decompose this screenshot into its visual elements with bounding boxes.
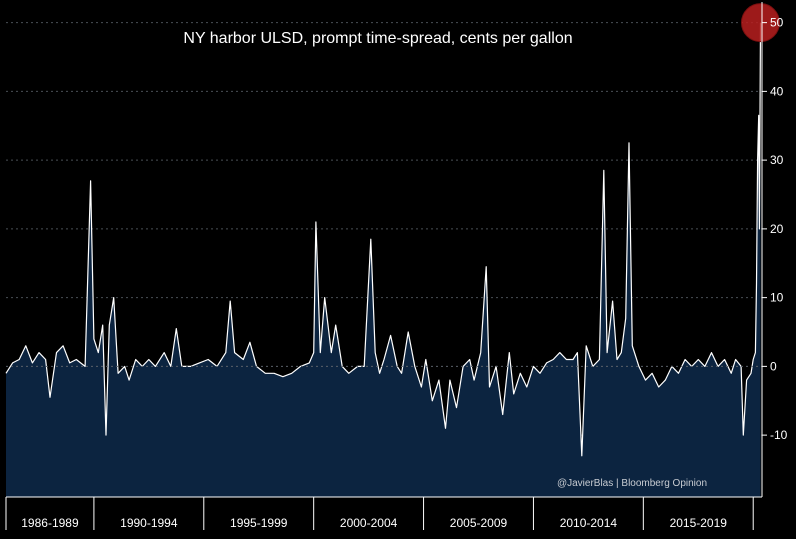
y-tick-label: 30	[770, 153, 784, 167]
x-axis: 1986-1989 1990-1994 1995-1999 2000-2004 2005…	[5, 496, 762, 530]
highlight-marker	[740, 3, 780, 43]
y-tick-label: 40	[770, 84, 784, 98]
x-tick-label: 1995-1999	[230, 516, 288, 530]
x-tick-label: 2000-2004	[340, 516, 398, 530]
x-tick-label: 2005-2009	[450, 516, 508, 530]
series-area-fill	[6, 22, 761, 497]
series-line	[5, 22, 762, 457]
y-tick-label: 20	[770, 222, 784, 236]
y-tick-label: 0	[770, 359, 777, 373]
chart-title: NY harbor ULSD, prompt time-spread, cent…	[183, 30, 572, 47]
x-tick-label: 1986-1989	[21, 516, 79, 530]
x-tick-label: 2015-2019	[670, 516, 728, 530]
y-tick-label: 50	[770, 16, 784, 30]
y-axis: -10 0 10 20 30 40 50	[761, 2, 788, 497]
y-tick-label: 10	[770, 291, 784, 305]
x-tick-label: 2010-2014	[560, 516, 618, 530]
credit-text: @JavierBlas | Bloomberg Opinion	[557, 478, 707, 489]
y-tick-label: -10	[770, 428, 788, 442]
x-tick-label: 1990-1994	[120, 516, 178, 530]
